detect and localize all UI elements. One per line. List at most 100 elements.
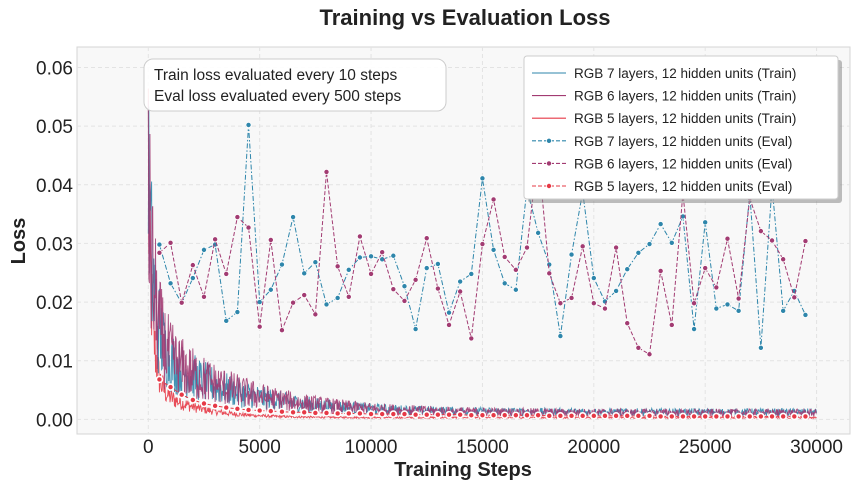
eval-point-3 bbox=[244, 406, 253, 414]
eval-point-3 bbox=[311, 409, 320, 417]
eval-point-3 bbox=[467, 411, 476, 420]
eval-point-3 bbox=[734, 412, 743, 421]
eval-point-2 bbox=[334, 263, 341, 270]
eval-point-3 bbox=[578, 412, 587, 420]
eval-point-3 bbox=[545, 412, 554, 420]
eval-point-2 bbox=[323, 168, 330, 175]
legend-label: RGB 5 layers, 12 hidden units (Eval) bbox=[574, 179, 792, 194]
eval-point-1 bbox=[724, 301, 731, 308]
eval-point-2 bbox=[245, 224, 252, 231]
legend: RGB 7 layers, 12 hidden units (Train) RGB… bbox=[523, 55, 842, 203]
eval-point-3 bbox=[222, 403, 231, 412]
eval-point-1 bbox=[646, 241, 653, 248]
y-axis-ticks: 0.00 0.01 0.02 0.03 0.04 0.05 0.06 bbox=[36, 59, 73, 432]
eval-point-3 bbox=[601, 412, 609, 420]
eval-point-3 bbox=[333, 409, 342, 418]
eval-point-1 bbox=[601, 298, 608, 305]
eval-point-1 bbox=[368, 253, 375, 260]
eval-point-1 bbox=[668, 239, 675, 246]
eval-point-3 bbox=[690, 412, 698, 421]
eval-point-3 bbox=[289, 408, 297, 417]
eval-point-2 bbox=[167, 239, 174, 246]
eval-point-3 bbox=[278, 407, 286, 416]
legend-label: RGB 6 layers, 12 hidden units (Train) bbox=[574, 89, 796, 104]
eval-point-1 bbox=[345, 266, 352, 273]
eval-point-3 bbox=[211, 402, 219, 410]
eval-point-2 bbox=[345, 293, 352, 300]
eval-point-3 bbox=[155, 375, 164, 384]
eval-point-3 bbox=[367, 410, 375, 418]
eval-point-3 bbox=[356, 409, 364, 418]
eval-point-3 bbox=[500, 411, 509, 420]
eval-point-1 bbox=[802, 311, 809, 318]
x-tick-label: 30000 bbox=[790, 437, 843, 458]
eval-point-2 bbox=[501, 253, 508, 260]
eval-point-1 bbox=[613, 287, 620, 294]
eval-point-1 bbox=[446, 309, 453, 316]
eval-point-1 bbox=[624, 266, 631, 273]
eval-point-3 bbox=[801, 412, 810, 421]
eval-point-1 bbox=[568, 251, 575, 258]
eval-point-1 bbox=[412, 326, 419, 333]
eval-point-2 bbox=[523, 244, 530, 251]
legend-marker bbox=[546, 137, 553, 144]
eval-point-3 bbox=[768, 412, 776, 421]
eval-point-2 bbox=[568, 294, 575, 301]
eval-point-2 bbox=[223, 270, 230, 277]
eval-point-1 bbox=[546, 261, 553, 268]
eval-point-2 bbox=[189, 262, 196, 269]
eval-point-2 bbox=[769, 237, 776, 244]
eval-point-3 bbox=[623, 412, 632, 420]
annotation-box: Train loss evaluated every 10 steps Eval… bbox=[143, 58, 447, 112]
eval-point-3 bbox=[489, 411, 498, 420]
eval-point-1 bbox=[702, 219, 709, 226]
eval-point-3 bbox=[779, 412, 787, 421]
eval-point-2 bbox=[212, 236, 219, 243]
eval-point-1 bbox=[557, 333, 564, 340]
eval-point-1 bbox=[479, 175, 486, 182]
eval-point-3 bbox=[634, 412, 643, 420]
eval-point-1 bbox=[200, 246, 207, 253]
chart-title: Training vs Evaluation Loss bbox=[320, 5, 611, 30]
eval-point-3 bbox=[534, 411, 542, 420]
y-tick-label: 0.06 bbox=[36, 59, 73, 80]
eval-point-1 bbox=[657, 221, 664, 228]
x-tick-label: 10000 bbox=[345, 437, 398, 458]
eval-point-1 bbox=[223, 317, 230, 324]
eval-point-3 bbox=[656, 412, 665, 421]
eval-point-3 bbox=[612, 412, 620, 420]
eval-point-2 bbox=[724, 235, 731, 242]
eval-point-3 bbox=[567, 412, 576, 420]
eval-point-1 bbox=[468, 270, 475, 277]
eval-point-1 bbox=[234, 309, 241, 316]
eval-point-2 bbox=[401, 297, 408, 304]
eval-point-1 bbox=[423, 265, 430, 272]
eval-point-2 bbox=[780, 256, 787, 263]
eval-point-2 bbox=[791, 294, 798, 301]
y-tick-label: 0.02 bbox=[36, 293, 73, 314]
eval-point-2 bbox=[702, 265, 709, 272]
eval-point-1 bbox=[757, 344, 764, 351]
eval-point-3 bbox=[512, 411, 520, 420]
legend-marker bbox=[546, 182, 553, 189]
legend-label: RGB 5 layers, 12 hidden units (Train) bbox=[574, 111, 796, 126]
eval-point-2 bbox=[278, 327, 285, 334]
eval-point-3 bbox=[300, 408, 309, 417]
legend-label: RGB 7 layers, 12 hidden units (Eval) bbox=[574, 134, 792, 149]
eval-point-2 bbox=[390, 286, 397, 293]
eval-point-2 bbox=[423, 235, 430, 242]
eval-point-3 bbox=[590, 412, 598, 420]
eval-point-1 bbox=[401, 283, 408, 290]
eval-point-3 bbox=[434, 410, 442, 419]
x-tick-label: 0 bbox=[143, 437, 154, 458]
eval-point-3 bbox=[790, 412, 799, 421]
y-tick-label: 0.05 bbox=[36, 117, 73, 138]
eval-point-2 bbox=[267, 236, 274, 243]
eval-point-1 bbox=[390, 252, 397, 259]
y-tick-label: 0.04 bbox=[36, 176, 73, 197]
eval-point-2 bbox=[457, 288, 464, 295]
eval-point-3 bbox=[712, 412, 721, 421]
eval-point-3 bbox=[645, 412, 654, 420]
eval-point-1 bbox=[267, 286, 274, 293]
